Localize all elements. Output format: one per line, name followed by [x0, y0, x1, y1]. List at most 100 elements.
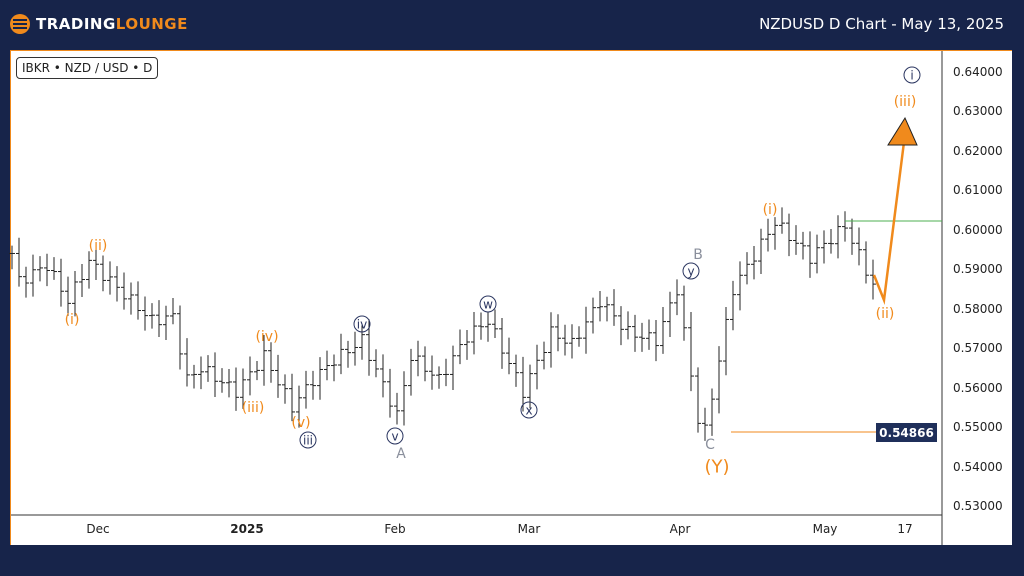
y-tick-label: 0.57000 [953, 341, 1003, 356]
wave-label: (iv) [255, 329, 279, 345]
ohlc-bar [310, 370, 316, 400]
ohlc-bar [289, 373, 295, 422]
ohlc-bar [184, 338, 190, 387]
ohlc-bar [240, 368, 246, 409]
wave-label: (i) [64, 312, 80, 328]
ohlc-bar [331, 354, 337, 382]
x-tick-label: Mar [517, 522, 541, 536]
ohlc-bar [254, 361, 260, 381]
ohlc-bar [597, 291, 603, 322]
x-tick-label: Feb [384, 522, 406, 536]
wave-label: (ii) [88, 238, 108, 254]
wave-label: (Y) [704, 456, 730, 478]
y-tick-label: 0.55000 [953, 420, 1003, 435]
wave-label: w [479, 295, 497, 313]
ohlc-bar [779, 207, 785, 234]
ohlc-bar [198, 356, 204, 390]
ohlc-bar [821, 230, 827, 264]
y-tick-label: 0.63000 [953, 104, 1003, 119]
ohlc-bar [23, 266, 29, 298]
ohlc-bar [555, 314, 561, 352]
wave-label: iii [299, 431, 317, 449]
y-tick-label: 0.56000 [953, 380, 1003, 395]
ohlc-bar [471, 312, 477, 355]
wave-label: x [520, 401, 538, 419]
ohlc-bar [58, 258, 64, 307]
ohlc-bar [380, 354, 386, 398]
ohlc-bar [408, 348, 414, 396]
wave-label: y [682, 262, 700, 280]
symbol-label: IBKR • NZD / USD • D [16, 57, 159, 79]
ohlc-bar [611, 289, 617, 326]
ohlc-bar [352, 331, 358, 366]
ohlc-bar [457, 329, 463, 365]
ohlc-bar [387, 368, 393, 418]
wave-label: (v) [291, 415, 311, 431]
ohlc-bar [492, 309, 498, 339]
ohlc-bar [478, 312, 484, 340]
ohlc-bar [751, 246, 757, 280]
ohlc-bar [373, 349, 379, 378]
ohlc-bar [233, 367, 239, 411]
logo-text-a: TRADING [36, 15, 116, 33]
ohlc-bars [9, 207, 876, 441]
ohlc-bar [401, 371, 407, 426]
ohlc-bar [625, 311, 631, 340]
ohlc-bar [807, 231, 813, 278]
logo: TRADING LOUNGE [10, 14, 188, 34]
y-tick-label: 0.59000 [953, 262, 1003, 277]
y-tick-label: 0.53000 [953, 498, 1003, 513]
ohlc-bar [79, 264, 85, 298]
ohlc-bar [506, 337, 512, 375]
ohlc-bar [541, 341, 547, 370]
ohlc-bar [415, 340, 421, 377]
ohlc-bar [30, 254, 36, 297]
ohlc-bar [121, 272, 127, 310]
ohlc-bar [765, 218, 771, 252]
ohlc-bar [86, 251, 92, 289]
ohlc-bar [303, 370, 309, 409]
ohlc-bar [37, 256, 43, 282]
ohlc-bar [128, 282, 134, 315]
y-tick-label: 0.58000 [953, 301, 1003, 316]
projection-path [872, 141, 906, 305]
ohlc-bar [835, 215, 841, 259]
x-tick-label: 17 [897, 522, 913, 536]
wave-label: (i) [762, 202, 778, 218]
wave-label: i [903, 66, 921, 84]
ohlc-bar [576, 326, 582, 347]
ohlc-bar [65, 276, 71, 316]
ohlc-bar [527, 364, 533, 409]
ohlc-bar [653, 319, 659, 362]
x-tick-label: 2025 [230, 522, 264, 536]
ohlc-bar [324, 350, 330, 381]
logo-text-b: LOUNGE [115, 15, 188, 33]
ohlc-bar [618, 306, 624, 346]
ohlc-bar [632, 314, 638, 352]
ohlc-bar [219, 368, 225, 393]
ohlc-bar [163, 305, 169, 341]
y-tick-label: 0.62000 [953, 143, 1003, 158]
ohlc-bar [604, 296, 610, 322]
ohlc-bar [723, 307, 729, 376]
ohlc-bar [758, 228, 764, 275]
x-tick-label: Dec [86, 522, 110, 536]
ohlc-bar [730, 280, 736, 331]
ohlc-bar [499, 318, 505, 369]
x-tick-label: May [812, 522, 838, 536]
ohlc-bar [114, 266, 120, 302]
ohlc-bar [436, 366, 442, 389]
ohlc-bar [786, 213, 792, 257]
ohlc-bar [282, 374, 288, 404]
ohlc-bar [772, 217, 778, 250]
ohlc-bar [296, 385, 302, 428]
price-tag: 0.54866 [876, 423, 937, 442]
chart-area[interactable] [10, 50, 1012, 545]
ohlc-bar [646, 319, 652, 350]
ohlc-bar [16, 237, 22, 287]
ohlc-bar [485, 311, 491, 342]
logo-icon [10, 14, 30, 34]
ohlc-bar [513, 354, 519, 387]
ohlc-bar [870, 259, 876, 300]
